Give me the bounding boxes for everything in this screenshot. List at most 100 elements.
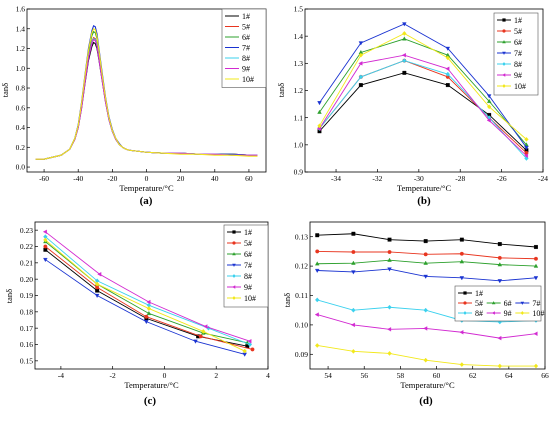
legend-marker — [502, 40, 506, 44]
chart-panel-3: -4 -2 0 2 4 0.15 0.16 0.17 0.18 0.19 0.20 0.21 0.22 0… — [4, 221, 270, 407]
y-tick-label: 1.5 — [294, 5, 304, 14]
data-point — [533, 276, 539, 281]
y-tick-label: 1.1 — [294, 113, 304, 122]
data-point — [351, 231, 356, 236]
data-point — [423, 307, 428, 313]
data-point — [358, 41, 364, 46]
data-point — [358, 74, 364, 80]
y-tick-label: 0.21 — [20, 258, 33, 267]
series-line-7 — [319, 32, 527, 140]
x-tick-label: 60 — [245, 174, 253, 183]
data-point — [497, 262, 503, 267]
legend-entry: 6# — [504, 299, 512, 308]
data-point — [314, 312, 319, 317]
data-point — [423, 252, 428, 257]
data-point — [445, 71, 450, 77]
data-point — [523, 153, 529, 158]
data-point — [533, 363, 539, 369]
data-point — [317, 109, 322, 114]
y-tick-label: 0.10 — [295, 321, 308, 330]
legend-marker — [491, 311, 495, 315]
x-tick-label: 62 — [469, 371, 477, 380]
legend-entry: 1# — [244, 228, 252, 237]
series-line-5 — [45, 236, 251, 345]
data-point — [402, 22, 407, 27]
x-tick-label: 54 — [324, 371, 332, 380]
y-tick-label: 1.0 — [16, 64, 26, 73]
panel-label: (b) — [417, 195, 431, 207]
data-point — [423, 239, 428, 244]
x-tick-label: -30 — [414, 174, 424, 183]
data-point — [250, 347, 255, 352]
series-line-6 — [45, 231, 251, 342]
data-point — [314, 261, 320, 266]
y-tick-label: 1.6 — [16, 5, 26, 14]
legend-entry: 6# — [242, 33, 250, 42]
x-tick-label: 60 — [433, 371, 441, 380]
data-point — [95, 288, 100, 293]
data-point — [315, 249, 320, 254]
data-point — [486, 94, 492, 99]
data-point — [533, 331, 538, 336]
data-point — [43, 244, 48, 249]
y-tick-label: 0.2 — [16, 143, 26, 152]
legend-marker — [232, 296, 236, 300]
y-tick-label: 0.11 — [295, 291, 308, 300]
legend-entry: 7# — [242, 43, 250, 52]
legend-marker — [520, 311, 525, 315]
data-point — [146, 310, 152, 316]
plot-area — [314, 231, 539, 369]
data-point — [146, 306, 152, 311]
legend-box — [493, 12, 539, 96]
x-tick-label: 56 — [360, 371, 368, 380]
x-axis-label: Temperature/°C — [119, 183, 174, 193]
legend-marker — [232, 252, 236, 256]
y-tick-label: 0.9 — [294, 168, 304, 177]
series-line-7 — [45, 239, 245, 352]
y-tick-label: 0.12 — [295, 262, 308, 271]
legend-entry: 5# — [514, 27, 522, 36]
legend-entry: 7# — [244, 261, 252, 270]
legend-box — [223, 224, 269, 308]
legend-entry: 1# — [475, 289, 483, 298]
y-tick-label: 0.0 — [16, 163, 26, 172]
x-tick-label: 40 — [211, 174, 219, 183]
data-point — [387, 327, 392, 332]
data-point — [486, 118, 491, 123]
data-point — [351, 348, 356, 354]
legend: 1#5# 6# 7# 8# 9# 10# — [454, 285, 544, 322]
data-point — [317, 123, 322, 129]
legend-box — [221, 8, 267, 88]
panel-label: (d) — [419, 395, 433, 407]
legend-entry: 8# — [475, 309, 483, 318]
data-point — [459, 237, 464, 242]
legend-entry: 10# — [244, 294, 256, 303]
data-point — [317, 101, 322, 106]
x-tick-label: -24 — [538, 174, 548, 183]
series-line-1 — [319, 72, 527, 151]
data-point — [144, 314, 149, 319]
data-point — [315, 297, 320, 303]
y-axis-label: tanδ — [4, 289, 14, 303]
data-point — [459, 251, 464, 256]
data-point — [387, 257, 392, 262]
y-axis-label: tanδ — [282, 293, 292, 307]
y-tick-label: 1.0 — [294, 140, 304, 149]
data-point — [358, 52, 364, 58]
legend-entry: 6# — [244, 250, 252, 259]
data-point — [387, 250, 392, 254]
legend-marker — [502, 18, 506, 22]
data-point — [445, 66, 450, 72]
data-point — [401, 52, 406, 58]
series-line-6 — [319, 54, 527, 157]
data-point — [94, 281, 100, 287]
y-tick-label: 0.4 — [16, 123, 26, 132]
x-tick-label: -32 — [372, 174, 382, 183]
data-point — [423, 260, 428, 265]
y-tick-label: 1.3 — [294, 59, 304, 68]
x-axis-label: Temperature/°C — [397, 183, 452, 193]
legend-marker — [232, 285, 236, 289]
legend-entry: 7# — [514, 49, 522, 58]
data-point — [43, 237, 48, 243]
